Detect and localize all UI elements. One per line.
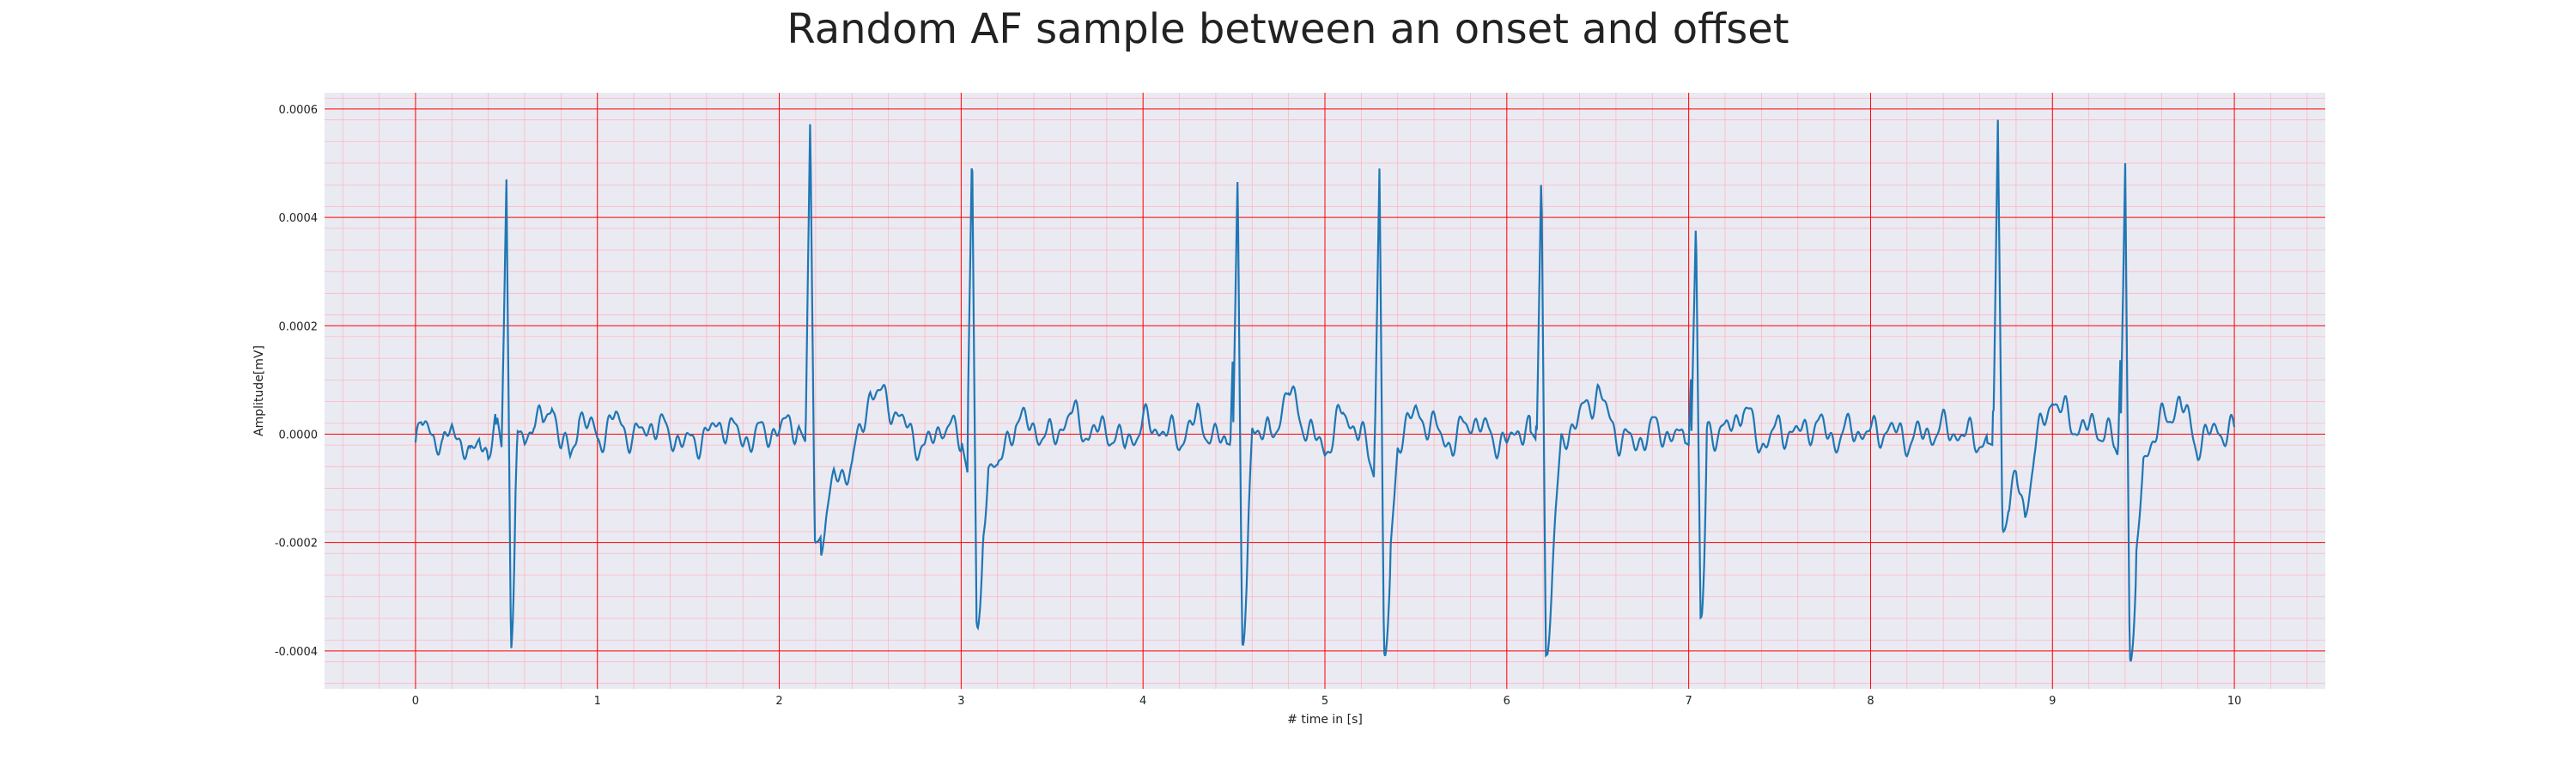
y-axis-label: Amplitude[mV] xyxy=(252,345,266,436)
y-tick-label: 0.0006 xyxy=(279,104,319,117)
x-axis-label: # time in [s] xyxy=(1287,713,1363,727)
y-tick-label: 0.0002 xyxy=(279,320,319,333)
x-tick-label: 2 xyxy=(775,695,782,708)
x-tick-label: 6 xyxy=(1504,695,1510,708)
x-tick-label: 1 xyxy=(594,695,601,708)
x-axis-ticks: 0 1 2 3 4 5 6 7 8 9 10 xyxy=(412,695,2242,708)
x-tick-label: 9 xyxy=(2049,695,2056,708)
x-tick-label: 3 xyxy=(957,695,964,708)
x-tick-label: 4 xyxy=(1139,695,1146,708)
x-tick-label: 7 xyxy=(1685,695,1692,708)
y-tick-label: 0.0004 xyxy=(279,212,319,225)
y-tick-label: -0.0002 xyxy=(275,538,318,551)
x-tick-label: 0 xyxy=(412,695,419,708)
x-tick-label: 8 xyxy=(1867,695,1874,708)
y-tick-label: 0.0000 xyxy=(279,429,319,441)
series-line xyxy=(414,119,2236,662)
chart-title: Random AF sample between an onset and of… xyxy=(787,5,1789,53)
x-tick-label: 5 xyxy=(1321,695,1328,708)
y-tick-label: -0.0004 xyxy=(275,646,318,659)
x-tick-label: 10 xyxy=(2227,695,2242,708)
y-axis-ticks: -0.0004 -0.0002 0.0000 0.0002 0.0004 0.0006 xyxy=(275,104,318,659)
